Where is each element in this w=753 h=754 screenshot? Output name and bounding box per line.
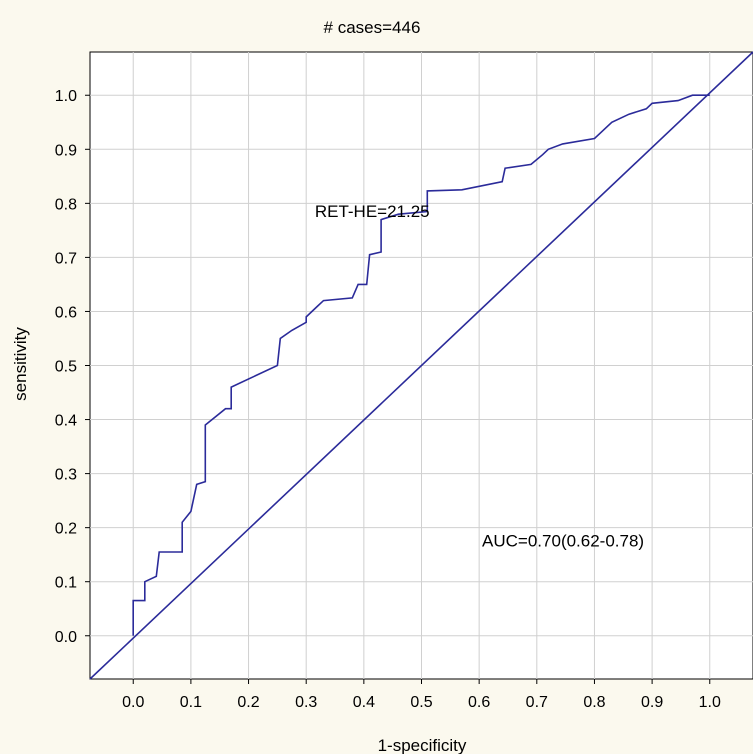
roc-curve-line	[132, 94, 710, 636]
grid	[90, 52, 753, 679]
auc-annotation: AUC=0.70(0.62-0.78)	[482, 532, 644, 551]
x-tick-label: 1.0	[699, 694, 721, 711]
y-tick-label: 0.3	[55, 467, 77, 484]
y-tick-label: 1.0	[55, 88, 77, 105]
reference-diagonal-line	[89, 51, 753, 680]
y-tick-label: 0.9	[55, 142, 77, 159]
x-tick-label: 0.6	[468, 694, 490, 711]
x-axis-label: 1-specificity	[378, 736, 467, 754]
x-tick-label: 0.3	[295, 694, 317, 711]
x-tick-label: 0.1	[180, 694, 202, 711]
y-tick-label: 0.8	[55, 196, 77, 213]
x-tick-label: 0.9	[641, 694, 663, 711]
x-tick-label: 0.2	[237, 694, 259, 711]
tick-labels: 0.0 0.1 0.2 0.3 0.4 0.5 0.6 0.7 0.8 0.9 1.0 0.0 0.1 0…	[55, 88, 721, 711]
x-tick-label: 0.0	[122, 694, 144, 711]
series-lines	[89, 51, 753, 680]
y-tick-label: 0.6	[55, 304, 77, 321]
x-tick-label: 0.8	[583, 694, 605, 711]
y-tick-label: 0.4	[55, 413, 77, 430]
x-tick-label: 0.4	[353, 694, 375, 711]
x-tick-label: 0.7	[526, 694, 548, 711]
y-tick-label: 0.1	[55, 575, 77, 592]
y-tick-label: 0.5	[55, 359, 77, 376]
chart-title: # cases=446	[324, 18, 421, 37]
y-tick-label: 0.7	[55, 250, 77, 267]
cutoff-annotation: RET-HE=21.25	[315, 202, 430, 221]
y-axis-label: sensitivity	[11, 327, 30, 401]
y-tick-label: 0.0	[55, 629, 77, 646]
y-tick-label: 0.2	[55, 521, 77, 538]
x-tick-label: 0.5	[410, 694, 432, 711]
